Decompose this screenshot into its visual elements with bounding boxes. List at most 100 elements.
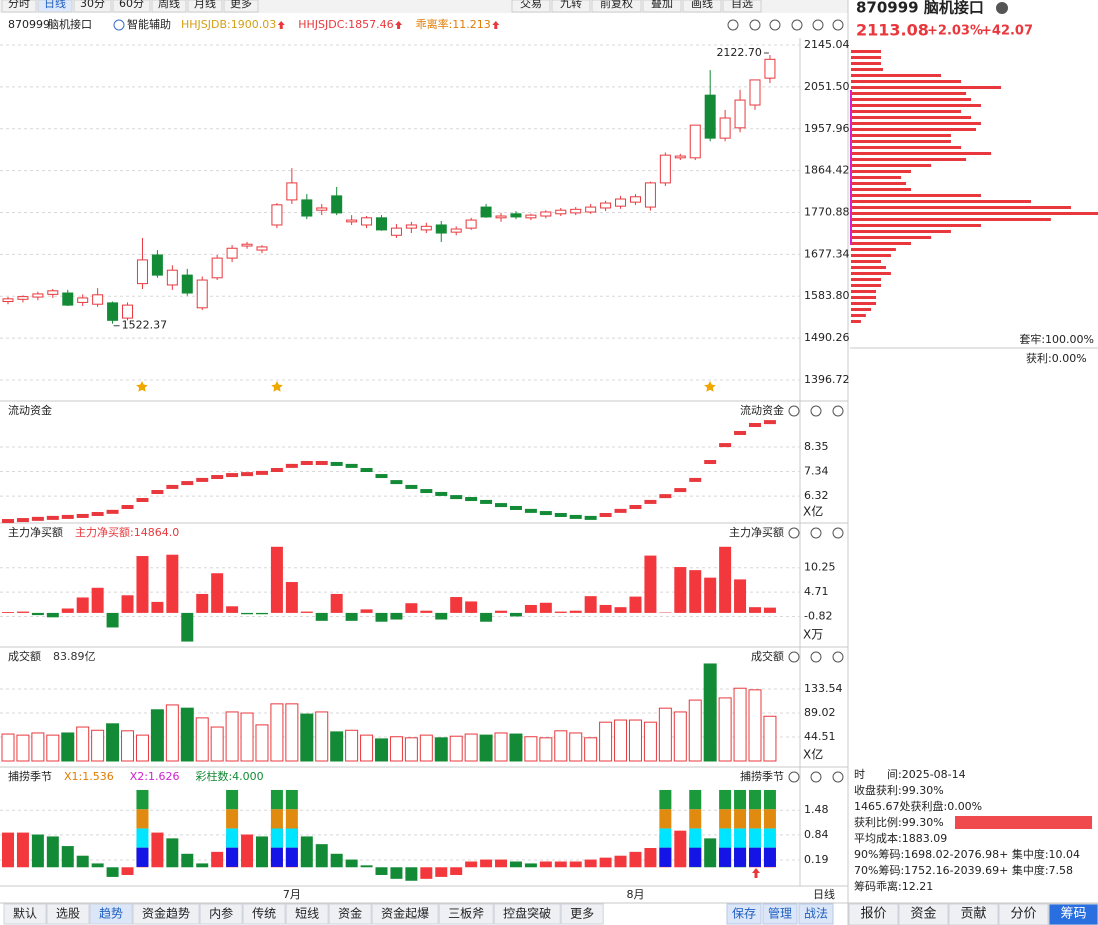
volume-bar bbox=[240, 712, 254, 762]
side-tab[interactable] bbox=[948, 903, 999, 925]
side-tab[interactable] bbox=[898, 903, 949, 925]
toolbar-icon[interactable] bbox=[727, 19, 739, 31]
toolbar-tab-label[interactable]: 分时 bbox=[8, 0, 30, 10]
side-tab[interactable] bbox=[998, 903, 1049, 925]
candle-body bbox=[2, 298, 14, 303]
bar bbox=[76, 597, 89, 613]
bottom-tab-label[interactable]: 短线 bbox=[295, 907, 319, 921]
toolbar-button[interactable] bbox=[682, 0, 722, 13]
bottom-tab-label[interactable]: 更多 bbox=[570, 907, 594, 921]
panel-icon[interactable] bbox=[832, 527, 844, 539]
panel-icon[interactable] bbox=[832, 771, 844, 783]
toolbar-icon[interactable] bbox=[832, 19, 844, 31]
bottom-tab[interactable] bbox=[493, 903, 561, 925]
toolbar-button[interactable] bbox=[591, 0, 642, 13]
action-button-label[interactable]: 战法 bbox=[804, 907, 828, 921]
toolbar-tab-label[interactable]: 更多 bbox=[230, 0, 252, 10]
side-tab-label[interactable]: 分价 bbox=[1010, 907, 1036, 922]
bottom-tab[interactable] bbox=[438, 903, 494, 925]
assist-label[interactable]: 智能辅助 bbox=[127, 17, 171, 31]
panel-icon[interactable] bbox=[788, 771, 800, 783]
panel-icon[interactable] bbox=[788, 651, 800, 663]
bottom-tab[interactable] bbox=[371, 903, 439, 925]
side-tab-label[interactable]: 筹码 bbox=[1060, 906, 1086, 922]
toolbar-button-label[interactable]: 自选 bbox=[731, 0, 753, 10]
bottom-tab[interactable] bbox=[89, 903, 133, 925]
bottom-tab[interactable] bbox=[328, 903, 372, 925]
toolbar-icon[interactable] bbox=[769, 19, 781, 31]
toolbar-tab[interactable] bbox=[187, 0, 223, 13]
bottom-tab-label[interactable]: 资金起爆 bbox=[381, 906, 429, 921]
bar bbox=[704, 577, 717, 613]
oscillator-bar bbox=[539, 861, 552, 868]
toolbar-tab-label[interactable]: 30分 bbox=[80, 0, 105, 10]
action-button[interactable] bbox=[726, 903, 762, 925]
bottom-tab-label[interactable]: 默认 bbox=[13, 906, 37, 921]
action-button[interactable] bbox=[762, 903, 798, 925]
bottom-tab[interactable] bbox=[285, 903, 329, 925]
panel-icon[interactable] bbox=[788, 527, 800, 539]
toolbar-button-label[interactable]: 交易 bbox=[520, 0, 542, 10]
action-button-label[interactable]: 保存 bbox=[732, 907, 756, 921]
toolbar-tab-label[interactable]: 月线 bbox=[194, 0, 216, 10]
toolbar-button-label[interactable]: 叠加 bbox=[651, 0, 673, 10]
bottom-tab[interactable] bbox=[3, 903, 47, 925]
bottom-tab-label[interactable]: 内参 bbox=[209, 906, 233, 921]
side-tab[interactable] bbox=[1048, 903, 1098, 925]
toolbar-tab[interactable] bbox=[112, 0, 151, 13]
flow-mark bbox=[121, 505, 134, 510]
quote-price: 2113.08 bbox=[856, 21, 929, 40]
panel-icon[interactable] bbox=[788, 405, 800, 417]
action-button-label[interactable]: 管理 bbox=[768, 906, 792, 921]
toolbar-tab[interactable] bbox=[151, 0, 187, 13]
bottom-tab-label[interactable]: 三板斧 bbox=[448, 907, 484, 921]
bottom-tab-label[interactable]: 资金趋势 bbox=[142, 906, 190, 921]
side-tab-label[interactable]: 资金 bbox=[910, 906, 936, 922]
toolbar-tab[interactable] bbox=[37, 0, 73, 13]
bottom-tab[interactable] bbox=[242, 903, 286, 925]
oscillator-bar bbox=[76, 855, 89, 868]
bottom-tab[interactable] bbox=[46, 903, 90, 925]
toolbar-icon[interactable] bbox=[812, 19, 824, 31]
side-tab-label[interactable]: 报价 bbox=[860, 907, 886, 922]
bottom-tab[interactable] bbox=[560, 903, 604, 925]
panel-icon[interactable] bbox=[810, 405, 822, 417]
toolbar-button-label[interactable]: 九转 bbox=[560, 0, 582, 10]
toolbar-tab[interactable] bbox=[73, 0, 112, 13]
bottom-tab[interactable] bbox=[132, 903, 200, 925]
bottom-tab-label[interactable]: 传统 bbox=[252, 906, 276, 921]
toolbar-tab-label[interactable]: 60分 bbox=[119, 0, 144, 10]
panel-icon[interactable] bbox=[810, 527, 822, 539]
toolbar-button[interactable] bbox=[551, 0, 591, 13]
info-icon[interactable] bbox=[996, 2, 1008, 14]
toolbar-icon[interactable] bbox=[791, 19, 803, 31]
side-tab[interactable] bbox=[848, 903, 899, 925]
bottom-tab-label[interactable]: 选股 bbox=[56, 907, 80, 921]
bottom-tab-label[interactable]: 控盘突破 bbox=[503, 906, 551, 921]
toolbar-tab[interactable] bbox=[223, 0, 259, 13]
panel-icon[interactable] bbox=[810, 771, 822, 783]
toolbar-button-label[interactable]: 前复权 bbox=[600, 0, 633, 10]
action-button[interactable] bbox=[798, 903, 834, 925]
toolbar-button[interactable] bbox=[722, 0, 762, 13]
assist-icon[interactable] bbox=[113, 19, 125, 31]
toolbar-icon[interactable] bbox=[749, 19, 761, 31]
toolbar-tab-label[interactable]: 周线 bbox=[158, 0, 180, 10]
toolbar-tab-label[interactable]: 日线 bbox=[44, 0, 66, 10]
toolbar-button-label[interactable]: 画线 bbox=[691, 0, 713, 10]
panel-icon[interactable] bbox=[810, 651, 822, 663]
toolbar-button[interactable] bbox=[642, 0, 682, 13]
bar bbox=[614, 607, 627, 613]
bottom-tab-label[interactable]: 资金 bbox=[338, 906, 362, 921]
side-tab-label[interactable]: 贡献 bbox=[960, 907, 986, 922]
toolbar-tab[interactable] bbox=[1, 0, 37, 13]
panel-icon[interactable] bbox=[832, 405, 844, 417]
bottom-tab[interactable] bbox=[199, 903, 243, 925]
candle-body bbox=[77, 297, 89, 303]
volume-bar bbox=[658, 707, 672, 762]
bottom-tab-label[interactable]: 趋势 bbox=[99, 907, 123, 921]
indicator-value: 乖离率:11.213 bbox=[416, 17, 491, 31]
toolbar-button[interactable] bbox=[511, 0, 551, 13]
oscillator-bar bbox=[495, 859, 508, 868]
panel-icon[interactable] bbox=[832, 651, 844, 663]
